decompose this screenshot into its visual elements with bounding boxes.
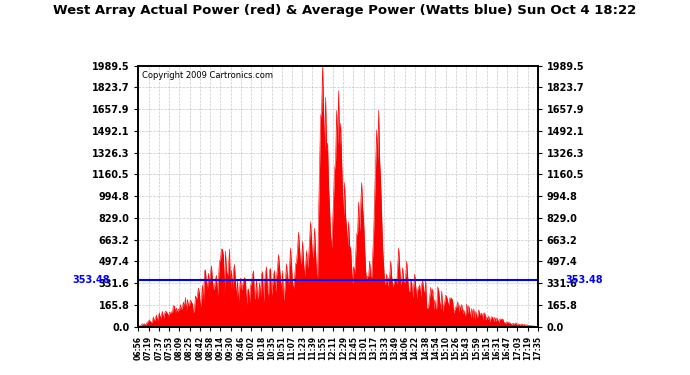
- Text: 353.48: 353.48: [72, 275, 110, 285]
- Text: West Array Actual Power (red) & Average Power (Watts blue) Sun Oct 4 18:22: West Array Actual Power (red) & Average …: [53, 4, 637, 17]
- Text: Copyright 2009 Cartronics.com: Copyright 2009 Cartronics.com: [142, 71, 273, 80]
- Text: 353.48: 353.48: [566, 275, 604, 285]
